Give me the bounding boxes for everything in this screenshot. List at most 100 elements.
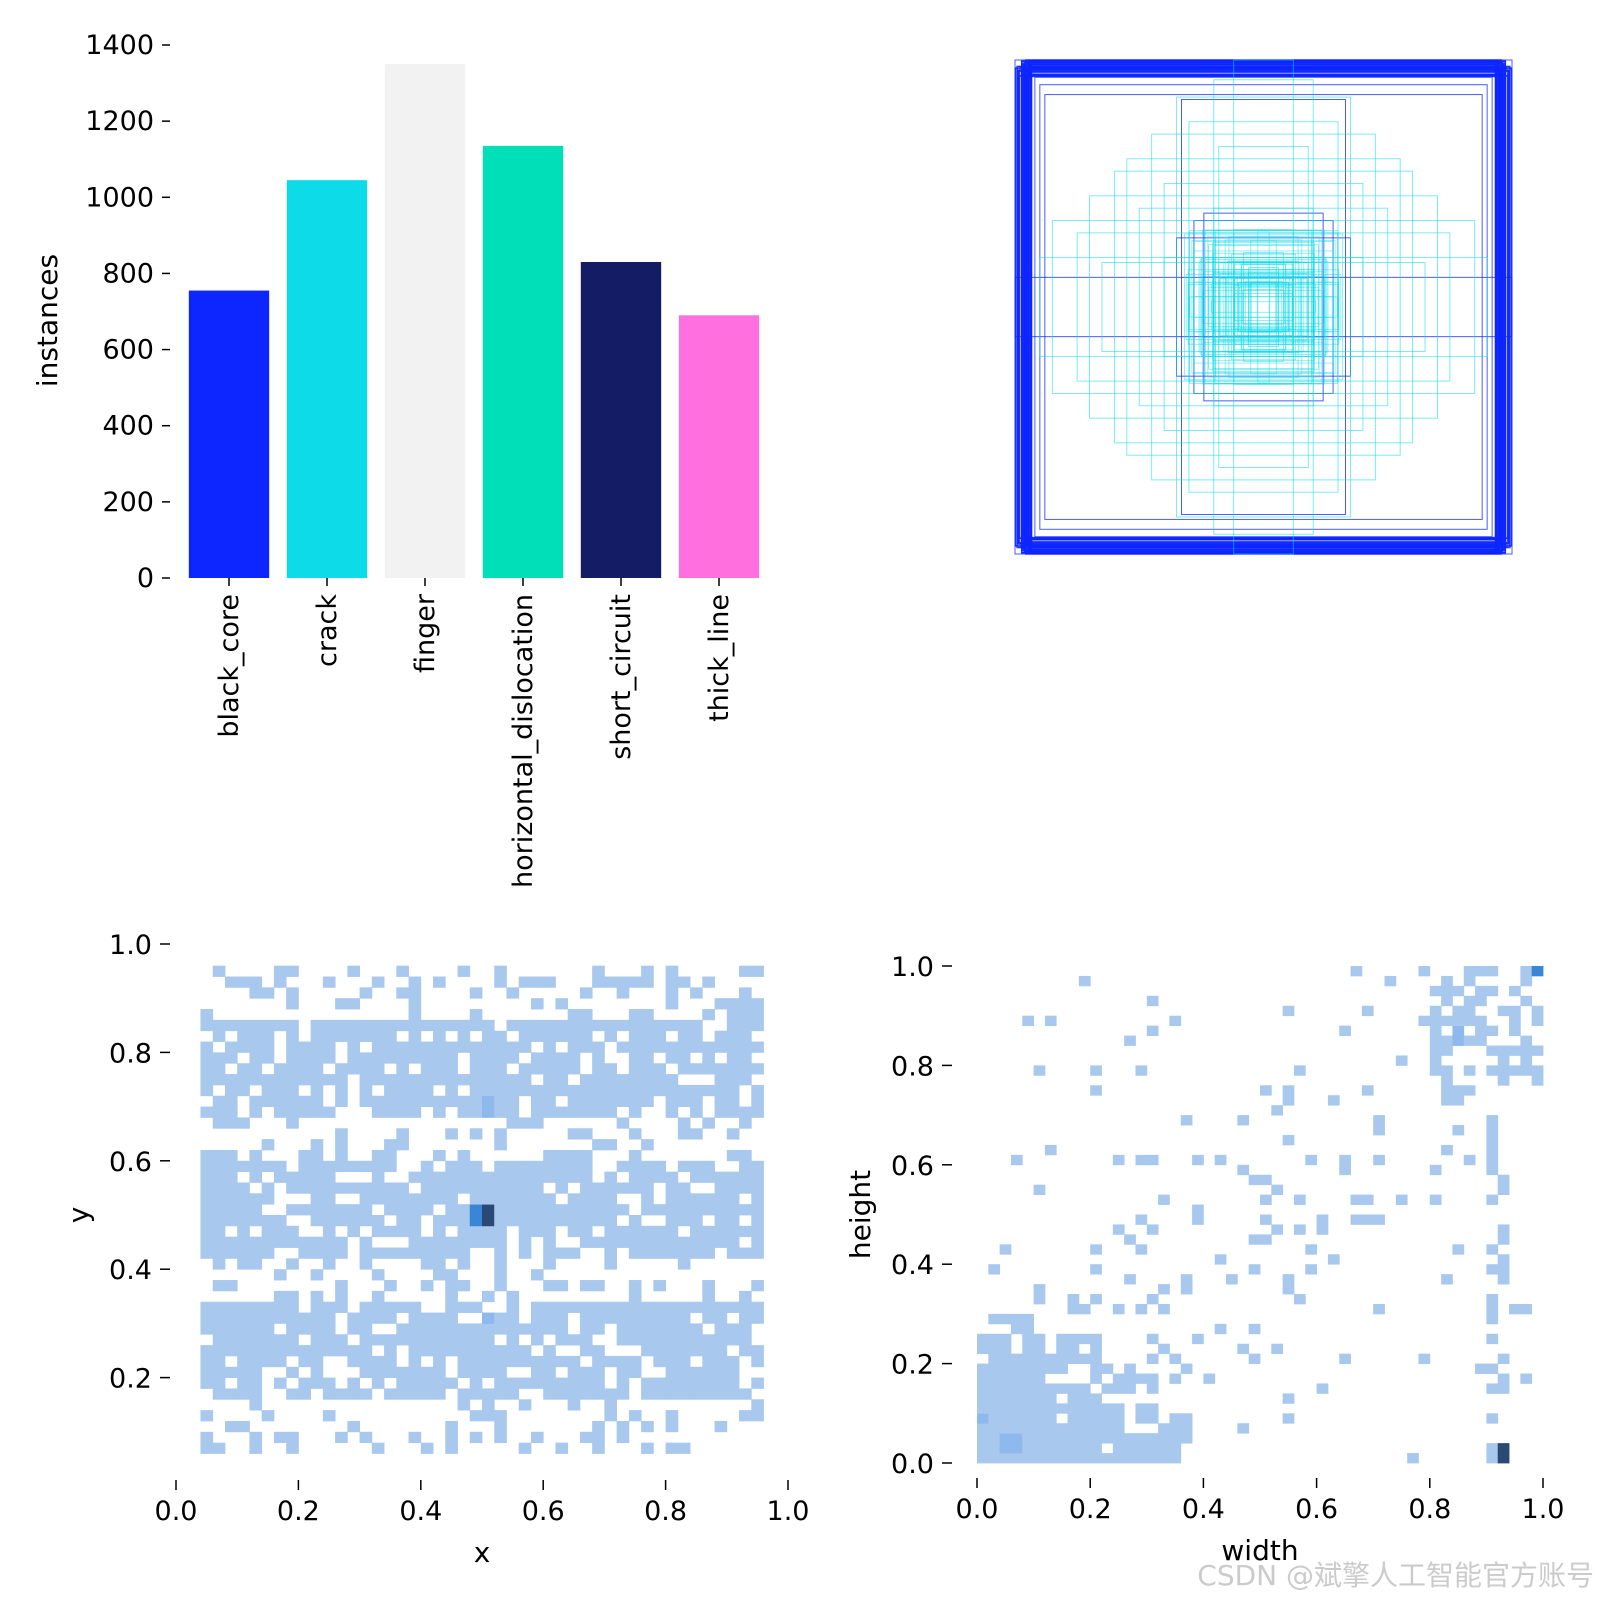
heatmap-cell	[1044, 1015, 1057, 1027]
heatmap-cell	[1033, 1393, 1046, 1404]
y-tick-label: 200	[102, 487, 154, 518]
heatmap-cell	[665, 1410, 679, 1422]
heatmap-cell	[518, 1323, 532, 1335]
heatmap-cell	[1033, 1065, 1046, 1076]
y-axis-title: instances	[31, 254, 64, 387]
heatmap-cell	[249, 1431, 263, 1444]
heatmap-cell	[714, 1334, 728, 1346]
heatmap-cell	[371, 1355, 385, 1368]
heatmap-cell	[1112, 1383, 1125, 1394]
heatmap-cell	[298, 1355, 312, 1368]
heatmap-cell	[714, 1106, 728, 1118]
heatmap-cell	[420, 1345, 434, 1357]
heatmap-cell	[396, 1106, 409, 1118]
heatmap-cell	[261, 1225, 275, 1238]
heatmap-cell	[1509, 985, 1521, 997]
heatmap-cell	[408, 1052, 422, 1064]
heatmap-cell	[714, 1182, 728, 1194]
box-outline	[1026, 73, 1501, 541]
box-outline	[1176, 96, 1351, 518]
heatmap-cell	[1022, 1403, 1034, 1414]
heatmap-cell	[1067, 1403, 1080, 1414]
heatmap-cell	[371, 1052, 385, 1064]
heatmap-cell	[616, 1095, 630, 1107]
heatmap-cell	[298, 1149, 312, 1162]
heatmap-cell	[494, 1355, 507, 1368]
heatmap-cell	[628, 1106, 642, 1118]
heatmap-cell	[335, 1063, 348, 1075]
heatmap-cell	[977, 1423, 989, 1434]
heatmap-cell	[1090, 1413, 1102, 1424]
heatmap-cell	[726, 1225, 740, 1238]
heatmap-cell	[347, 998, 360, 1010]
heatmap-cell	[384, 1074, 397, 1086]
heatmap-cell	[506, 1106, 520, 1118]
heatmap-cell	[677, 1312, 691, 1324]
heatmap-cell	[1384, 975, 1397, 987]
heatmap-cell	[665, 1041, 679, 1053]
heatmap-cell	[665, 1388, 679, 1400]
heatmap-cell	[1067, 1413, 1080, 1424]
heatmap-cell	[408, 1247, 422, 1259]
heatmap-cell	[298, 1236, 312, 1248]
heatmap-cell	[310, 1030, 324, 1042]
heatmap-cell	[469, 1323, 483, 1335]
y-tick-label: 1200	[85, 106, 154, 137]
heatmap-cell	[604, 1019, 618, 1032]
heatmap-cell	[702, 1041, 715, 1053]
heatmap-cell	[702, 1204, 715, 1216]
heatmap-cell	[616, 1334, 630, 1346]
heatmap-cell	[494, 1204, 507, 1216]
heatmap-cell	[200, 1431, 214, 1444]
heatmap-cell	[690, 1215, 703, 1227]
heatmap-cell	[628, 1160, 642, 1173]
bounding-box-overlay	[1014, 59, 1513, 555]
heatmap-cell	[616, 1204, 630, 1216]
heatmap-cell	[1124, 1443, 1136, 1454]
heatmap-cell	[420, 1236, 434, 1248]
heatmap-cell	[445, 1377, 458, 1389]
heatmap-cell	[616, 1366, 630, 1378]
heatmap-cell	[1067, 1343, 1080, 1355]
heatmap-cell	[212, 965, 226, 977]
box-outline	[1163, 257, 1364, 357]
heatmap-cell	[200, 1009, 214, 1021]
heatmap-cell	[518, 1030, 532, 1042]
box-outline	[1256, 276, 1271, 338]
heatmap-cell	[286, 1366, 299, 1378]
heatmap-cell	[482, 1041, 495, 1053]
heatmap-cell	[200, 1225, 214, 1238]
heatmap-cell	[1112, 1373, 1125, 1384]
heatmap-cell	[1078, 1413, 1091, 1424]
heatmap-cell	[347, 1215, 360, 1227]
heatmap-cell	[1497, 1264, 1510, 1275]
heatmap-cell	[665, 1171, 679, 1183]
heatmap-cell	[677, 1030, 691, 1042]
heatmap-cell	[469, 1345, 483, 1357]
heatmap-cell	[261, 987, 275, 999]
heatmap-cell	[1271, 1343, 1284, 1355]
heatmap-cell	[420, 1334, 434, 1346]
heatmap-cell	[604, 1030, 618, 1042]
heatmap-cell	[751, 1204, 764, 1216]
heatmap-cell	[665, 1312, 679, 1324]
heatmap-cell	[530, 1019, 544, 1032]
heatmap-cell	[286, 1171, 299, 1183]
heatmap-cell	[1101, 1403, 1114, 1414]
heatmap-cell	[751, 1355, 764, 1368]
heatmap-cell	[616, 1312, 630, 1324]
x-tick-label: 0.2	[1069, 1494, 1112, 1525]
heatmap-cell	[592, 1431, 605, 1444]
heatmap-cell	[604, 1106, 618, 1118]
heatmap-cell	[200, 1084, 214, 1097]
heatmap-cell	[310, 1269, 324, 1281]
heatmap-cell	[567, 1106, 581, 1118]
heatmap-cell	[371, 1334, 385, 1346]
heatmap-cell	[543, 1377, 556, 1389]
heatmap-cell	[249, 1063, 263, 1075]
heatmap-cell	[628, 1030, 642, 1042]
box-outline	[1213, 268, 1314, 346]
heatmap-cell	[359, 1323, 373, 1335]
heatmap-cell	[224, 1074, 238, 1086]
x-tick-label: 0.0	[956, 1494, 999, 1525]
